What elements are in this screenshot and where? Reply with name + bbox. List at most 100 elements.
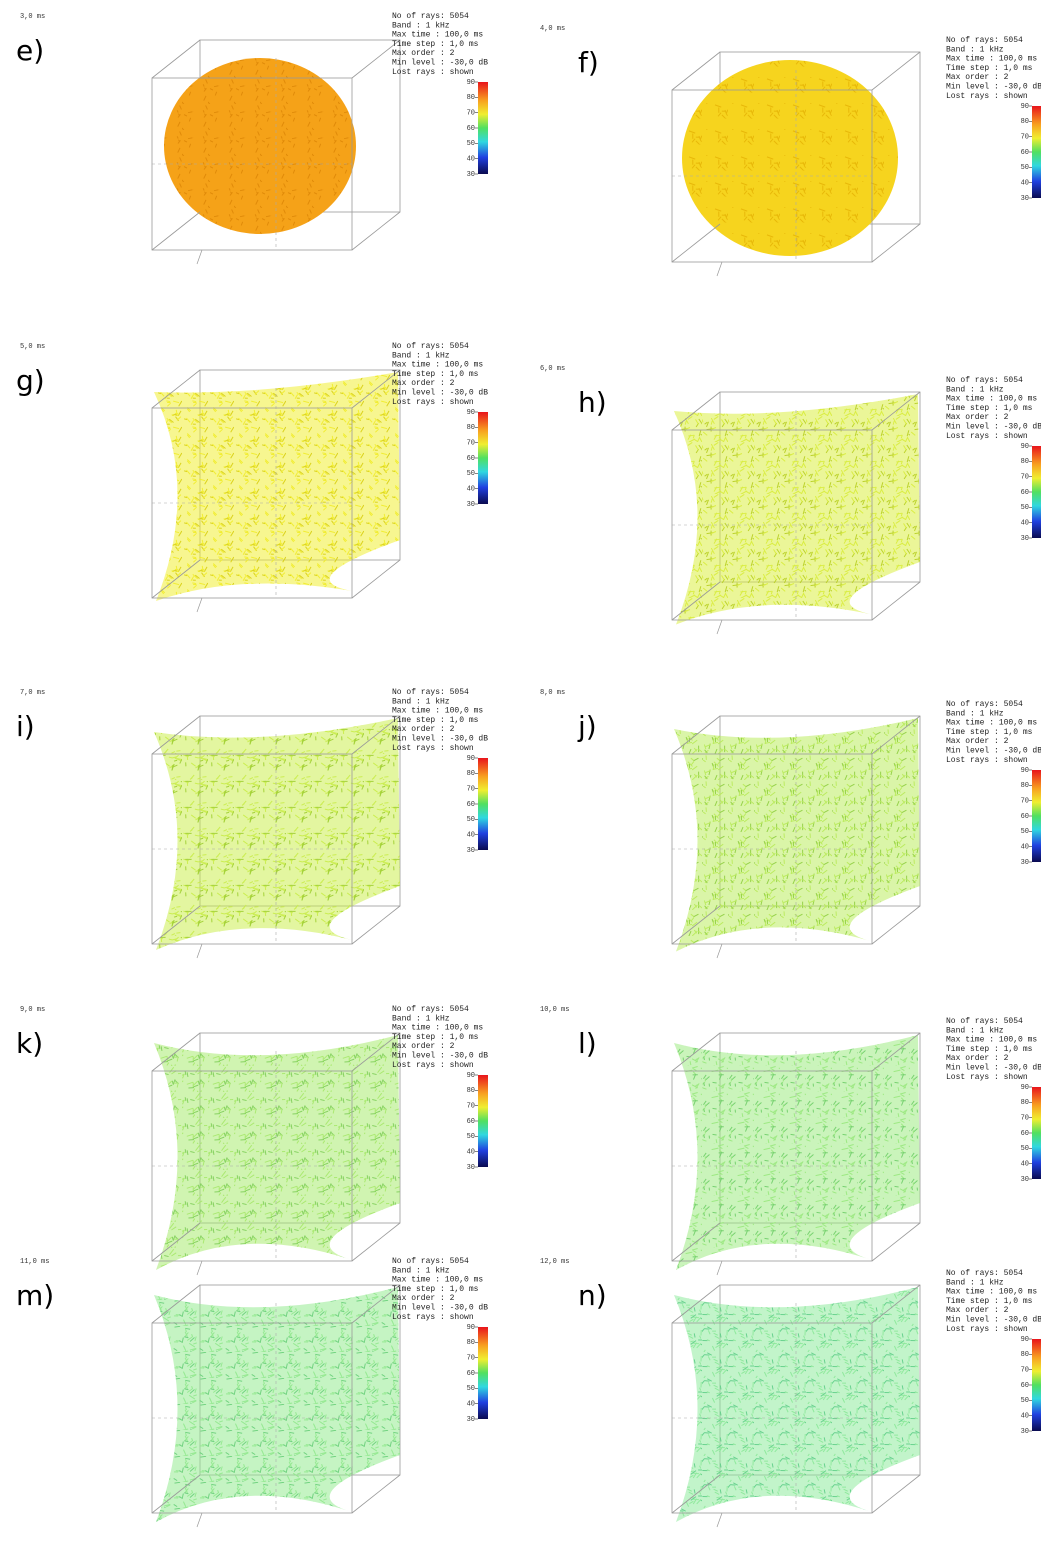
info-line: Lost rays : shown — [392, 398, 474, 407]
time-label: 9,0 ms — [20, 1006, 45, 1014]
info-line: Band : 1 kHz — [946, 1026, 1004, 1035]
colorbar-tick-label: 40 — [467, 832, 475, 840]
info-line: Band : 1 kHz — [392, 1266, 450, 1275]
time-label: 11,0 ms — [20, 1258, 49, 1266]
info-line: Band : 1 kHz — [392, 351, 450, 360]
room-edge — [872, 906, 920, 944]
info-line: No of rays: 5054 — [946, 376, 1023, 385]
axis — [717, 262, 722, 276]
colorbar-tick-label: 80 — [467, 94, 475, 102]
info-line: Max time : 100,0 ms — [392, 1276, 483, 1285]
colorbar-tick-label: 80 — [467, 770, 475, 778]
info-line: Max order : 2 — [946, 413, 1009, 422]
room-edge — [672, 224, 720, 262]
colorbar-tick-label: 40 — [467, 486, 475, 494]
room-edge — [872, 52, 920, 90]
info-line: Max order : 2 — [392, 725, 455, 734]
panel-label: g) — [16, 364, 45, 397]
axis — [717, 620, 722, 634]
panel: 8,0 msj)No of rays: 5054Band : 1 kHzMax … — [540, 689, 1041, 958]
ray-cloud — [674, 1287, 920, 1522]
info-line: Lost rays : shown — [946, 1073, 1028, 1082]
info-line: Max time : 100,0 ms — [946, 719, 1037, 728]
room-edge — [352, 1475, 400, 1513]
ray-cloud — [164, 58, 356, 234]
time-label: 7,0 ms — [20, 689, 45, 697]
axis — [197, 598, 202, 612]
colorbar-tick-label: 30 — [1021, 1176, 1029, 1184]
colorbar — [1032, 106, 1041, 198]
colorbar-tick-label: 30 — [1021, 859, 1029, 867]
info-line: Max order : 2 — [946, 1306, 1009, 1315]
colorbar-tick-label: 50 — [467, 470, 475, 478]
time-label: 10,0 ms — [540, 1006, 569, 1014]
colorbar-tick-label: 50 — [1021, 1397, 1029, 1405]
colorbar-tick-label: 80 — [1021, 118, 1029, 126]
colorbar-tick-label: 50 — [467, 140, 475, 148]
axis — [197, 250, 202, 264]
colorbar-tick-label: 40 — [467, 156, 475, 164]
colorbar-tick-label: 80 — [1021, 1099, 1029, 1107]
colorbar-tick-label: 60 — [467, 455, 475, 463]
info-line: Max order : 2 — [392, 1042, 455, 1051]
colorbar-tick-label: 40 — [1021, 844, 1029, 852]
colorbar-tick-label: 30 — [1021, 1428, 1029, 1436]
info-line: No of rays: 5054 — [946, 700, 1023, 709]
info-line: No of rays: 5054 — [392, 1257, 469, 1266]
colorbar-tick-label: 80 — [467, 1339, 475, 1347]
colorbar-tick-label: 50 — [1021, 164, 1029, 172]
info-line: Max time : 100,0 ms — [392, 707, 483, 716]
info-line: Max order : 2 — [946, 73, 1009, 82]
time-label: 5,0 ms — [20, 343, 45, 351]
colorbar-tick-label: 90 — [467, 79, 475, 87]
colorbar-tick-label: 30 — [1021, 195, 1029, 203]
room-edge — [872, 1475, 920, 1513]
colorbar — [478, 412, 488, 504]
colorbar — [478, 1075, 488, 1167]
info-line: Max order : 2 — [946, 1054, 1009, 1063]
colorbar — [1032, 1339, 1041, 1431]
room-edge — [352, 212, 400, 250]
colorbar-tick-label: 30 — [1021, 535, 1029, 543]
info-line: Min level : -30,0 dB — [946, 1316, 1041, 1325]
time-label: 6,0 ms — [540, 365, 565, 373]
info-line: Min level : -30,0 dB — [946, 1064, 1041, 1073]
colorbar-tick-label: 40 — [1021, 520, 1029, 528]
axis — [197, 1513, 202, 1527]
colorbar-tick-label: 60 — [1021, 489, 1029, 497]
ray-cloud — [154, 718, 400, 950]
colorbar-tick-label: 60 — [1021, 149, 1029, 157]
panel-label: l) — [578, 1027, 597, 1060]
info-line: Max time : 100,0 ms — [946, 395, 1037, 404]
info-line: Max time : 100,0 ms — [946, 1036, 1037, 1045]
ray-cloud — [674, 1035, 920, 1270]
info-line: Time step : 1,0 ms — [946, 64, 1033, 73]
info-line: No of rays: 5054 — [392, 12, 469, 21]
info-line: Max order : 2 — [392, 1294, 455, 1303]
colorbar-tick-label: 60 — [467, 1118, 475, 1126]
colorbar-tick-label: 90 — [1021, 1084, 1029, 1092]
panel-label: n) — [578, 1279, 607, 1312]
info-line: No of rays: 5054 — [392, 342, 469, 351]
colorbar-tick-label: 50 — [467, 816, 475, 824]
info-line: Max time : 100,0 ms — [392, 361, 483, 370]
room-edge — [352, 1223, 400, 1261]
ray-cloud — [154, 372, 400, 601]
info-line: No of rays: 5054 — [392, 1005, 469, 1014]
colorbar-tick-label: 90 — [1021, 767, 1029, 775]
colorbar-tick-label: 30 — [467, 501, 475, 509]
panel: 9,0 msk)No of rays: 5054Band : 1 kHzMax … — [16, 1005, 488, 1275]
ray-cloud — [674, 718, 920, 952]
info-line: Max time : 100,0 ms — [392, 31, 483, 40]
info-line: Min level : -30,0 dB — [946, 423, 1041, 432]
time-label: 4,0 ms — [540, 25, 565, 33]
colorbar-tick-label: 30 — [467, 1164, 475, 1172]
colorbar-tick-label: 50 — [1021, 1145, 1029, 1153]
info-line: Band : 1 kHz — [946, 709, 1004, 718]
colorbar-tick-label: 70 — [1021, 474, 1029, 482]
colorbar — [478, 758, 488, 850]
info-line: Time step : 1,0 ms — [392, 1033, 479, 1042]
info-line: Time step : 1,0 ms — [392, 1285, 479, 1294]
info-line: Band : 1 kHz — [392, 697, 450, 706]
